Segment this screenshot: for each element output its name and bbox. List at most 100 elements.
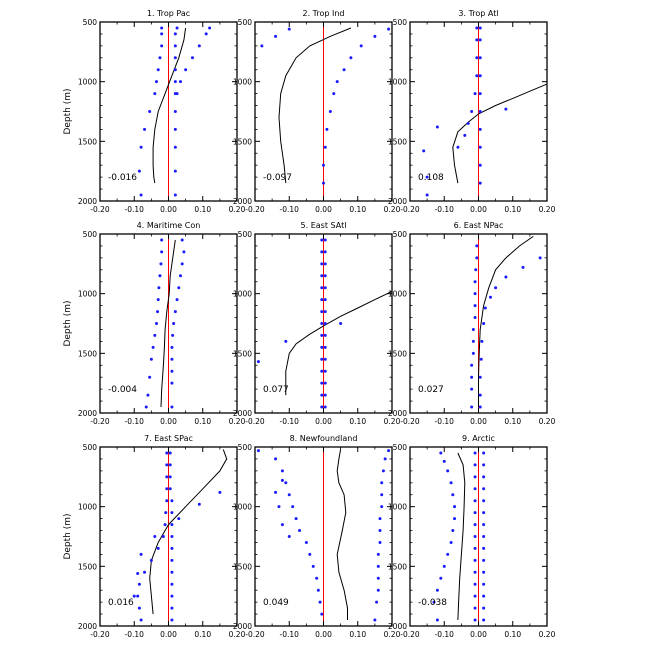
- x-tick-label: -0.10: [125, 417, 145, 426]
- x-tick-label: -0.10: [435, 630, 455, 639]
- data-point: [323, 238, 327, 242]
- data-point: [165, 487, 169, 491]
- data-point: [376, 564, 380, 568]
- panel-title: 3. Trop Atl: [458, 9, 498, 18]
- data-point: [136, 594, 140, 598]
- data-point: [538, 256, 542, 260]
- data-point: [160, 250, 164, 254]
- data-point: [170, 357, 174, 361]
- profile-curve: [478, 235, 534, 407]
- data-point: [473, 280, 477, 284]
- data-point: [482, 499, 486, 503]
- x-tick-label: -0.10: [435, 205, 455, 214]
- panel-annotation: 0.049: [263, 598, 289, 608]
- y-tick-label: 2000: [78, 197, 97, 206]
- data-point: [449, 481, 453, 485]
- data-point: [475, 244, 479, 248]
- data-point: [376, 588, 380, 592]
- data-point: [442, 459, 446, 463]
- data-point: [158, 56, 162, 60]
- data-point: [171, 333, 175, 337]
- data-point: [323, 357, 327, 361]
- data-point: [475, 256, 479, 260]
- data-point: [173, 44, 177, 48]
- x-tick-label: 0.00: [160, 417, 177, 426]
- data-point: [168, 475, 172, 479]
- data-point: [173, 169, 177, 173]
- data-point: [173, 127, 177, 131]
- data-point: [320, 250, 324, 254]
- data-point: [173, 56, 177, 60]
- data-point: [156, 546, 160, 550]
- data-point: [322, 163, 325, 167]
- profile-curve: [149, 449, 228, 615]
- data-point: [470, 387, 474, 391]
- panel-title: 5. East SAtl: [301, 221, 347, 230]
- y-tick-label: 2000: [78, 622, 97, 631]
- data-point: [473, 316, 477, 320]
- data-point: [323, 322, 327, 325]
- data-point: [315, 576, 319, 580]
- profile-curve: [278, 27, 352, 184]
- x-tick-label: 0.10: [504, 417, 521, 426]
- data-point: [473, 487, 477, 491]
- data-point: [480, 339, 484, 343]
- data-point: [381, 469, 385, 473]
- data-point: [284, 481, 288, 485]
- data-point: [151, 345, 155, 349]
- data-point: [387, 449, 391, 453]
- y-tick-label: 2000: [388, 622, 407, 631]
- y-tick-label: 500: [393, 230, 408, 239]
- data-point: [158, 274, 162, 278]
- x-tick-label: -0.20: [90, 630, 110, 639]
- x-tick-label: -0.10: [280, 630, 300, 639]
- y-tick-label: 2000: [233, 409, 252, 418]
- data-point: [274, 457, 278, 461]
- data-point: [170, 369, 174, 373]
- data-point: [320, 393, 324, 397]
- x-tick-label: 0.00: [315, 205, 332, 214]
- data-point: [168, 451, 172, 455]
- x-tick-label: 0.20: [539, 205, 556, 214]
- x-tick-label: -0.20: [245, 630, 265, 639]
- data-point: [439, 576, 443, 580]
- data-point: [378, 517, 382, 521]
- data-point: [359, 44, 363, 48]
- data-point: [320, 262, 324, 266]
- data-point: [320, 274, 324, 278]
- data-point: [132, 594, 136, 598]
- panel-title: 8. Newfoundland: [290, 434, 358, 443]
- panel-annotation: -0.038: [418, 598, 447, 608]
- data-point: [139, 145, 143, 149]
- panel-8: 8. Newfoundland 500 1000 1500 2000-0.20 -0.10…: [233, 434, 401, 639]
- data-point: [473, 475, 477, 479]
- data-point: [320, 310, 324, 314]
- y-tick-label: 500: [83, 230, 98, 239]
- y-tick-label: 1500: [78, 562, 97, 571]
- data-point: [473, 535, 477, 538]
- data-point: [165, 463, 169, 467]
- x-tick-label: 0.10: [504, 630, 521, 639]
- panel-2: 2. Trop Ind 500 1000 1500 2000-0.20 -0.10 0.00…: [233, 9, 401, 214]
- data-point: [320, 286, 324, 290]
- data-point: [422, 149, 426, 153]
- x-tick-label: -0.20: [245, 205, 265, 214]
- x-tick-label: 0.10: [349, 630, 366, 639]
- data-point: [280, 523, 284, 527]
- x-tick-label: 0.20: [539, 630, 556, 639]
- y-tick-label: 2000: [78, 409, 97, 418]
- data-point: [173, 310, 177, 314]
- data-point: [335, 80, 339, 84]
- data-point: [479, 357, 483, 361]
- data-point: [378, 529, 382, 533]
- data-point: [473, 92, 477, 96]
- profile-curve: [452, 83, 548, 184]
- data-point: [323, 369, 327, 373]
- data-point: [184, 68, 188, 72]
- data-point: [164, 511, 168, 515]
- data-point: [323, 145, 327, 149]
- data-point: [274, 490, 278, 494]
- y-tick-label: 1000: [388, 290, 407, 299]
- data-point: [170, 511, 174, 515]
- data-point: [320, 612, 324, 616]
